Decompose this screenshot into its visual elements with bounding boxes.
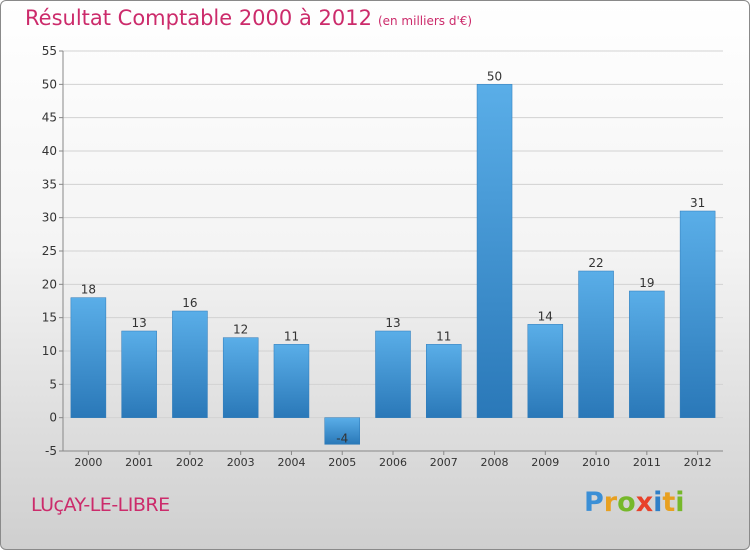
logo-letter: x — [635, 487, 654, 518]
y-tick-label: 5 — [49, 377, 57, 391]
bar — [222, 337, 259, 418]
x-tick-label: 2012 — [684, 456, 712, 469]
y-tick-label: 0 — [49, 411, 57, 425]
logo-letter: i — [653, 487, 663, 518]
data-label: 11 — [436, 329, 451, 343]
bar — [476, 84, 513, 418]
y-tick-label: 10 — [42, 344, 57, 358]
x-tick-label: 2003 — [227, 456, 255, 469]
bar — [375, 330, 411, 418]
logo-letter: i — [675, 487, 685, 518]
chart-title-block: Résultat Comptable 2000 à 2012 (en millie… — [25, 6, 472, 30]
x-tick-label: 2009 — [531, 456, 559, 469]
logo-letter: r — [603, 487, 618, 518]
data-label: 22 — [588, 256, 603, 270]
bar — [527, 324, 564, 418]
data-label: 16 — [182, 296, 197, 310]
bar — [629, 290, 665, 418]
x-tick-label: 2002 — [176, 456, 204, 469]
bar — [426, 344, 462, 418]
bar — [578, 270, 614, 418]
x-tick-label: 2008 — [481, 456, 509, 469]
bar — [273, 344, 310, 418]
proxiti-logo[interactable]: Proxiti — [584, 487, 685, 518]
y-tick-label: 45 — [42, 111, 57, 125]
data-label: 18 — [81, 283, 96, 297]
y-tick-label: -5 — [45, 444, 57, 458]
x-tick-label: 2006 — [379, 456, 407, 469]
chart-subtitle: (en milliers d'€) — [377, 14, 473, 28]
data-label: 11 — [284, 329, 299, 343]
y-tick-label: 35 — [42, 177, 57, 191]
x-tick-label: 2007 — [430, 456, 458, 469]
commune-name: LUçAY-LE-LIBRE — [31, 494, 170, 516]
data-label: 13 — [132, 316, 147, 330]
bar — [70, 297, 107, 418]
data-label: 50 — [487, 69, 502, 83]
bar — [324, 417, 360, 445]
x-tick-label: 2010 — [582, 456, 610, 469]
data-label: 12 — [233, 323, 248, 337]
y-tick-label: 50 — [42, 77, 57, 91]
y-tick-label: 15 — [42, 311, 57, 325]
y-tick-label: 40 — [42, 144, 57, 158]
bar — [121, 330, 157, 418]
x-tick-label: 2004 — [277, 456, 305, 469]
logo-letter: o — [617, 487, 636, 518]
x-tick-label: 2000 — [74, 456, 102, 469]
y-tick-label: 20 — [42, 277, 57, 291]
bar — [172, 310, 208, 418]
y-tick-label: 55 — [42, 44, 57, 58]
bar — [679, 210, 716, 418]
y-tick-label: 30 — [42, 211, 57, 225]
data-label: 14 — [538, 309, 553, 323]
data-label: 19 — [639, 276, 654, 290]
data-label: 31 — [690, 196, 705, 210]
bars — [70, 84, 716, 445]
x-tick-label: 2005 — [328, 456, 356, 469]
y-tick-label: 25 — [42, 244, 57, 258]
logo-letter: t — [662, 487, 676, 518]
y-axis: -5 0 5 10 15 20 25 30 35 40 45 50 55 — [42, 44, 64, 458]
x-tick-label: 2001 — [125, 456, 153, 469]
data-label: 13 — [385, 316, 400, 330]
x-tick-label: 2011 — [633, 456, 661, 469]
logo-letter: P — [584, 487, 604, 518]
data-label: -4 — [336, 431, 348, 445]
x-axis: 2000 2001 2002 2003 2004 2005 2006 2007 2008 2009… — [63, 450, 723, 469]
chart-title: Résultat Comptable 2000 à 2012 — [25, 6, 372, 30]
data-labels: 18 13 16 12 11 -4 13 11 50 14 22 19 31 — [81, 69, 706, 445]
